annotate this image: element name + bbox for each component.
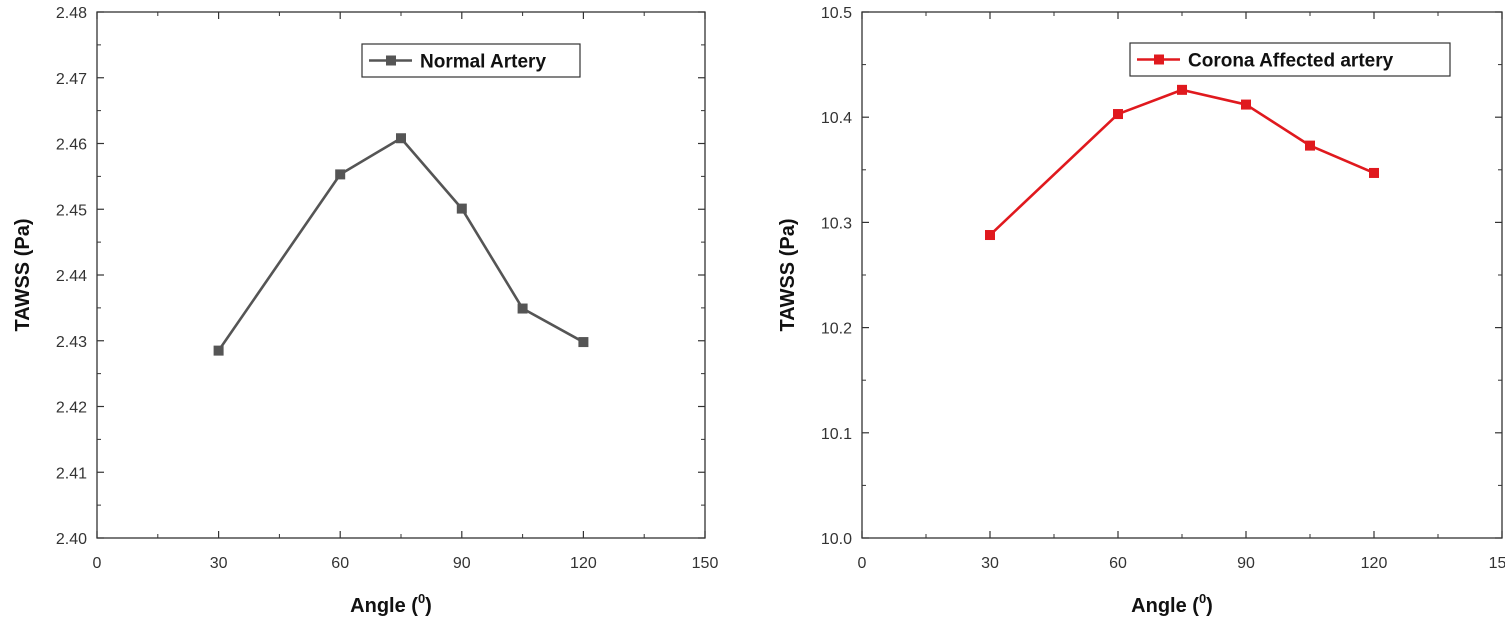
y-tick-label: 2.46	[56, 137, 87, 154]
legend: Normal Artery	[361, 43, 581, 78]
y-tick-label: 10.1	[821, 426, 852, 443]
y-axis-title: TAWSS (Pa)	[12, 219, 34, 332]
x-tick-label: 150	[1489, 555, 1505, 572]
data-point	[1177, 84, 1187, 95]
x-tick-label: 90	[453, 555, 471, 572]
x-axis-title-close: )	[1206, 595, 1213, 617]
data-point	[335, 169, 346, 180]
y-tick-label: 10.2	[821, 321, 852, 338]
data-point	[1241, 99, 1251, 110]
y-tick-label: 2.48	[56, 5, 87, 22]
x-tick-label: 150	[692, 555, 719, 572]
data-point	[456, 203, 467, 214]
data-point	[1113, 109, 1123, 120]
x-tick-label: 60	[331, 555, 349, 572]
legend-marker	[1154, 54, 1164, 65]
y-tick-label: 2.41	[56, 465, 87, 482]
x-axis-title: Angle (0)	[1131, 591, 1213, 617]
corona-affected-artery-plot: 0 30 60 90 120 150 10.0 10.1 10.2 10.3 10.4 10.5 Ang…	[777, 5, 1505, 617]
data-point	[578, 337, 589, 348]
x-tick-label: 30	[210, 555, 228, 572]
x-axis-title-superscript: 0	[418, 591, 425, 606]
x-tick-label: 120	[1361, 555, 1388, 572]
legend-box	[1129, 42, 1451, 77]
y-tick-label: 2.42	[56, 400, 87, 417]
data-point	[517, 303, 528, 314]
data-point	[985, 230, 995, 241]
y-tick-label: 2.45	[56, 202, 87, 219]
x-axis-title-text: Angle (	[350, 595, 418, 617]
x-tick-label: 30	[981, 555, 999, 572]
x-tick-label: 90	[1237, 555, 1255, 572]
corona-affected-artery-chart: 0 30 60 90 120 150 10.0 10.1 10.2 10.3 10.4 10.5 Ang…	[765, 0, 1505, 623]
x-axis-title-close: )	[425, 595, 432, 617]
legend-label: Corona Affected artery	[1188, 51, 1394, 72]
data-point	[213, 345, 224, 356]
y-tick-label: 2.47	[56, 71, 87, 88]
y-tick-label: 10.5	[821, 5, 852, 22]
y-tick-label: 10.0	[821, 531, 852, 548]
legend-marker	[386, 55, 396, 66]
x-tick-label: 0	[93, 555, 102, 572]
x-axis-title-text: Angle (	[1131, 595, 1199, 617]
legend: Corona Affected artery	[1129, 42, 1451, 77]
x-axis-title-superscript: 0	[1199, 591, 1206, 606]
y-tick-label: 2.40	[56, 531, 87, 548]
y-tick-label: 10.3	[821, 215, 852, 232]
x-tick-label: 120	[570, 555, 597, 572]
y-tick-label: 2.43	[56, 334, 87, 351]
series-line	[217, 136, 585, 352]
data-point	[1305, 140, 1315, 151]
normal-artery-plot: 0 30 60 90 120 150 2.40 2.41 2.42 2.43 2.44 2.45 2.4…	[12, 5, 719, 617]
plot-frame	[96, 11, 706, 539]
normal-artery-chart: 0 30 60 90 120 150 2.40 2.41 2.42 2.43 2.44 2.45 2.4…	[0, 0, 740, 623]
series-line	[989, 88, 1375, 236]
data-point	[1369, 167, 1379, 178]
legend-label: Normal Artery	[420, 52, 546, 73]
y-tick-label: 2.44	[56, 268, 87, 285]
x-axis-title: Angle (0)	[350, 591, 432, 617]
y-axis-title: TAWSS (Pa)	[777, 219, 799, 332]
data-point	[396, 133, 406, 144]
x-tick-label: 0	[858, 555, 867, 572]
y-tick-label: 10.4	[821, 110, 852, 127]
x-tick-label: 60	[1109, 555, 1127, 572]
